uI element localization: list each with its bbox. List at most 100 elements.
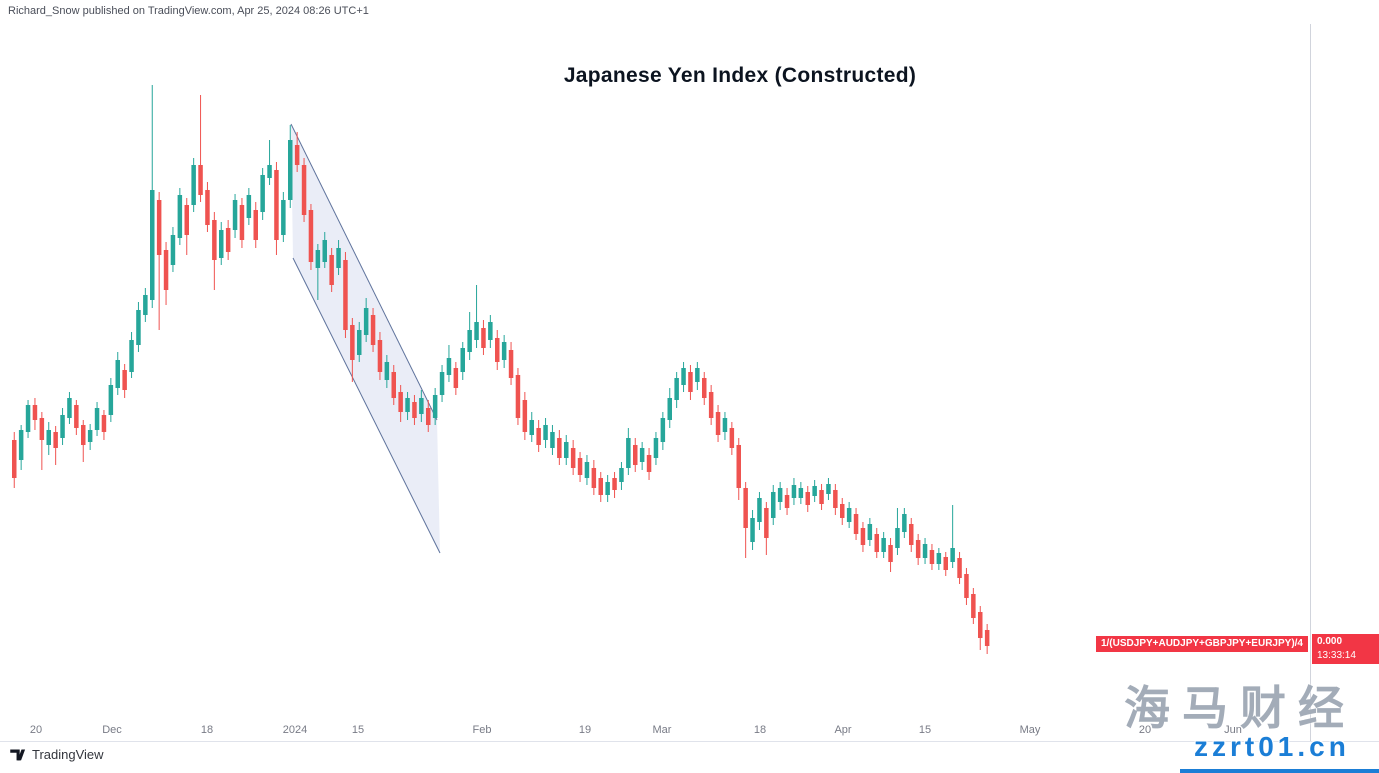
candle xyxy=(501,335,507,368)
candle xyxy=(764,502,769,555)
candle xyxy=(156,192,162,330)
candle xyxy=(246,188,252,225)
candle xyxy=(191,158,196,212)
candle xyxy=(957,552,962,584)
candle xyxy=(522,392,528,440)
candle xyxy=(805,486,810,512)
candle xyxy=(87,424,93,450)
candle xyxy=(874,528,879,558)
candle xyxy=(791,478,797,505)
candle xyxy=(53,426,58,465)
candle xyxy=(978,606,983,650)
candle xyxy=(915,534,921,565)
candle xyxy=(384,355,390,388)
candle xyxy=(136,302,141,352)
candle xyxy=(688,365,693,400)
candle xyxy=(660,412,666,450)
candle xyxy=(25,400,31,438)
axis-separators xyxy=(0,24,1379,742)
candle xyxy=(267,140,272,185)
candles-layer[interactable] xyxy=(12,85,990,654)
candle xyxy=(633,438,638,472)
candle xyxy=(370,308,376,352)
candle xyxy=(350,318,355,382)
candle xyxy=(101,410,107,440)
candle xyxy=(543,418,548,448)
candle xyxy=(529,412,534,442)
candle xyxy=(598,472,603,502)
tradingview-brand-text[interactable]: TradingView xyxy=(32,747,104,762)
time-axis-label: Jun xyxy=(1224,724,1242,736)
candle xyxy=(467,312,472,360)
candle xyxy=(681,362,686,392)
candle xyxy=(446,345,452,382)
candle xyxy=(867,518,873,546)
watermark-underline xyxy=(1180,769,1379,773)
candle xyxy=(646,448,652,480)
candle xyxy=(357,322,362,362)
time-axis-label: 18 xyxy=(754,724,766,736)
candle xyxy=(722,412,728,440)
time-axis-label: Mar xyxy=(653,724,672,736)
candle xyxy=(377,332,383,380)
candle xyxy=(481,320,486,355)
candle xyxy=(281,192,286,242)
watermark-chinese-text: 海马财经 xyxy=(1124,682,1356,734)
watermark-site-text: zzrt01.cn xyxy=(1194,731,1350,762)
time-axis-label: Feb xyxy=(473,724,492,736)
candle xyxy=(929,544,935,570)
candle xyxy=(922,538,928,564)
tradingview-logo-icon[interactable] xyxy=(8,748,26,761)
candle xyxy=(984,624,990,654)
candle xyxy=(943,552,948,576)
candle xyxy=(584,455,590,485)
candle xyxy=(177,188,183,245)
candle xyxy=(260,168,265,220)
candle xyxy=(860,522,866,552)
candle xyxy=(784,488,790,515)
candle xyxy=(508,342,514,385)
time-axis-label: 18 xyxy=(201,724,213,736)
candle xyxy=(715,405,721,442)
time-axis-label: 19 xyxy=(579,724,591,736)
candle xyxy=(757,492,762,530)
candle xyxy=(405,392,410,420)
candle xyxy=(626,428,631,475)
candle xyxy=(363,298,369,342)
candle xyxy=(612,472,617,498)
candle xyxy=(536,420,541,452)
candle xyxy=(108,378,114,422)
candle xyxy=(198,95,203,202)
descending-channel-annotation[interactable] xyxy=(290,123,441,554)
time-axis-label: 20 xyxy=(30,724,42,736)
candle xyxy=(950,505,955,568)
candle xyxy=(826,478,831,500)
candle xyxy=(515,368,521,425)
candle xyxy=(695,362,700,390)
candle xyxy=(170,227,176,272)
candle xyxy=(550,425,555,455)
candle xyxy=(232,194,238,238)
time-axis[interactable]: 20 Dec 18 2024 15 Feb 19 Mar 18 Apr 15 May 20 Jun xyxy=(30,724,1242,736)
candle xyxy=(819,484,824,510)
tradingview-footer-link[interactable]: TradingView xyxy=(8,747,104,762)
candle xyxy=(971,588,976,624)
candle xyxy=(412,395,417,425)
candle xyxy=(39,412,45,470)
candle xyxy=(833,484,838,515)
candle xyxy=(225,220,231,260)
publish-header: Richard_Snow published on TradingView.co… xyxy=(8,5,369,17)
time-axis-label: May xyxy=(1020,724,1041,736)
candle xyxy=(67,392,72,424)
time-axis-label: Dec xyxy=(102,724,122,736)
candle xyxy=(336,240,341,275)
candle xyxy=(902,508,907,538)
candle xyxy=(329,248,334,292)
chart-title: Japanese Yen Index (Constructed) xyxy=(563,64,917,87)
candle xyxy=(591,460,597,495)
candle xyxy=(936,548,942,570)
candle xyxy=(840,498,845,525)
candle xyxy=(639,442,645,470)
time-axis-label: 2024 xyxy=(283,724,307,736)
